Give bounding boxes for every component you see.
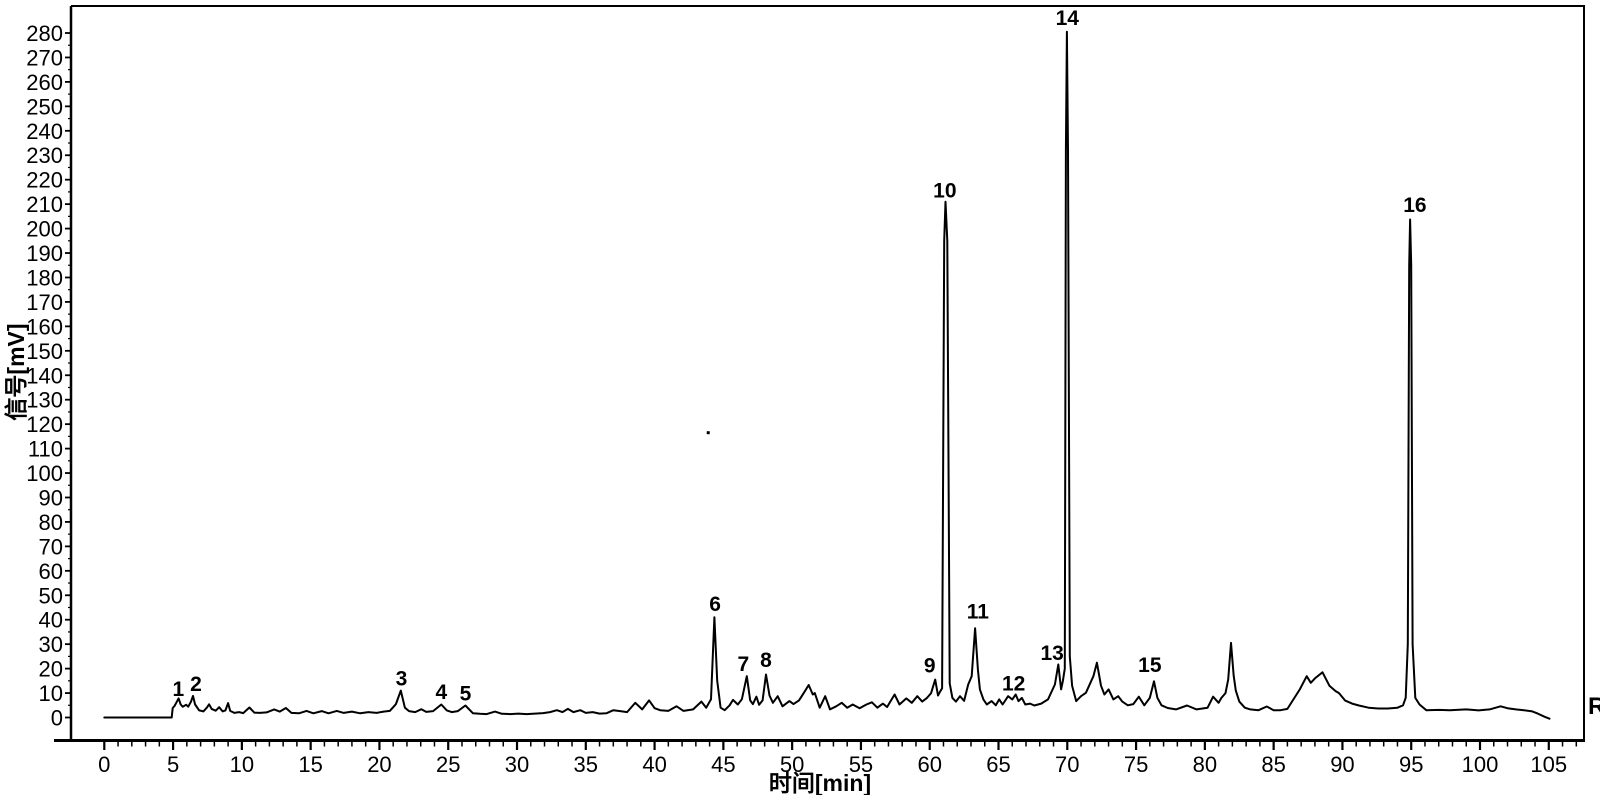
y-tick-label: 70 bbox=[39, 534, 63, 559]
y-tick-label: 0 bbox=[51, 706, 63, 731]
y-tick-label: 280 bbox=[26, 21, 63, 46]
peak-label-9: 9 bbox=[924, 655, 936, 678]
y-tick-label: 120 bbox=[26, 412, 63, 437]
x-tick-label: 65 bbox=[986, 752, 1010, 777]
y-tick-label: 110 bbox=[28, 437, 63, 462]
x-tick-label: 90 bbox=[1330, 752, 1354, 777]
x-tick-label: 80 bbox=[1193, 752, 1217, 777]
x-axis: 0 5 10 15 20 25 30 35 40 45 50 55 60 65 70 75 80 85 90 95 10… bbox=[98, 740, 1578, 777]
peak-label-15: 15 bbox=[1138, 654, 1162, 677]
x-tick-label: 100 bbox=[1462, 752, 1499, 777]
y-tick-label: 80 bbox=[39, 510, 63, 535]
peak-label-13: 13 bbox=[1040, 642, 1063, 665]
peak-label-3: 3 bbox=[396, 667, 408, 690]
x-tick-label: 95 bbox=[1399, 752, 1423, 777]
x-tick-label: 0 bbox=[98, 752, 110, 777]
peak-label-4: 4 bbox=[436, 681, 448, 704]
y-tick-label: 160 bbox=[26, 314, 63, 339]
annotations-group bbox=[706, 431, 710, 435]
stray-dot-artifact bbox=[706, 431, 710, 435]
y-tick-label: 170 bbox=[26, 290, 63, 315]
y-tick-label: 100 bbox=[26, 461, 63, 486]
y-tick-label: 140 bbox=[26, 363, 63, 388]
peak-label-1: 1 bbox=[172, 678, 184, 701]
x-tick-label: 70 bbox=[1055, 752, 1079, 777]
x-tick-label: 55 bbox=[849, 752, 873, 777]
y-axis: 0102030405060708090100110120130140150160… bbox=[26, 21, 71, 731]
y-axis-tick-labels: 0102030405060708090100110120130140150160… bbox=[26, 21, 63, 730]
y-tick-label: 130 bbox=[26, 388, 63, 413]
y-tick-label: 20 bbox=[39, 657, 63, 682]
peak-label-16: 16 bbox=[1403, 194, 1426, 217]
x-tick-label: 60 bbox=[917, 752, 941, 777]
x-tick-label: 30 bbox=[505, 752, 529, 777]
y-tick-label: 240 bbox=[26, 119, 63, 144]
peak-label-2: 2 bbox=[190, 673, 202, 696]
x-tick-label: 45 bbox=[711, 752, 735, 777]
y-tick-label: 250 bbox=[26, 94, 63, 119]
y-tick-label: 90 bbox=[39, 485, 63, 510]
plot-frame bbox=[54, 5, 1585, 742]
y-tick-label: 200 bbox=[26, 217, 63, 242]
x-tick-label: 15 bbox=[298, 752, 322, 777]
x-tick-label: 105 bbox=[1530, 752, 1567, 777]
x-axis-title: 时间[min] bbox=[769, 770, 871, 795]
y-tick-label: 150 bbox=[26, 339, 63, 364]
x-axis-ticks bbox=[103, 740, 1578, 750]
trace-group bbox=[103, 30, 1551, 720]
peak-label-8: 8 bbox=[760, 649, 772, 672]
y-tick-label: 210 bbox=[26, 192, 63, 217]
x-tick-label: 35 bbox=[574, 752, 598, 777]
y-tick-label: 270 bbox=[26, 45, 63, 70]
y-tick-label: 60 bbox=[39, 559, 63, 584]
peak-label-10: 10 bbox=[933, 179, 956, 202]
peak-label-5: 5 bbox=[460, 682, 472, 705]
x-axis-tick-labels: 0 5 10 15 20 25 30 35 40 45 50 55 60 65 70 75 80 85 90 95 10… bbox=[98, 752, 1567, 777]
y-tick-label: 190 bbox=[26, 241, 63, 266]
y-tick-label: 10 bbox=[39, 681, 63, 706]
x-tick-label: 75 bbox=[1124, 752, 1148, 777]
x-tick-label: 5 bbox=[167, 752, 179, 777]
y-tick-label: 230 bbox=[26, 143, 63, 168]
peak-label-11: 11 bbox=[967, 601, 990, 624]
x-tick-label: 50 bbox=[780, 752, 804, 777]
y-tick-label: 50 bbox=[39, 583, 63, 608]
y-tick-label: 220 bbox=[26, 168, 63, 193]
chromatogram-trace bbox=[103, 30, 1551, 720]
peak-label-12: 12 bbox=[1002, 672, 1025, 695]
x-tick-label: 25 bbox=[436, 752, 460, 777]
x-tick-label: 40 bbox=[642, 752, 666, 777]
x-tick-label: 10 bbox=[230, 752, 254, 777]
y-axis-ticks bbox=[65, 32, 71, 719]
y-tick-label: 260 bbox=[26, 70, 63, 95]
y-tick-label: 30 bbox=[39, 632, 63, 657]
y-axis-title: 信号[mV] bbox=[3, 323, 29, 420]
right-edge-label: R bbox=[1588, 693, 1600, 720]
x-tick-label: 20 bbox=[367, 752, 391, 777]
peak-label-14: 14 bbox=[1056, 7, 1080, 30]
y-tick-label: 40 bbox=[39, 608, 63, 633]
peak-label-7: 7 bbox=[737, 653, 749, 676]
peak-label-6: 6 bbox=[709, 593, 721, 616]
x-tick-label: 85 bbox=[1261, 752, 1285, 777]
y-tick-label: 180 bbox=[26, 265, 63, 290]
